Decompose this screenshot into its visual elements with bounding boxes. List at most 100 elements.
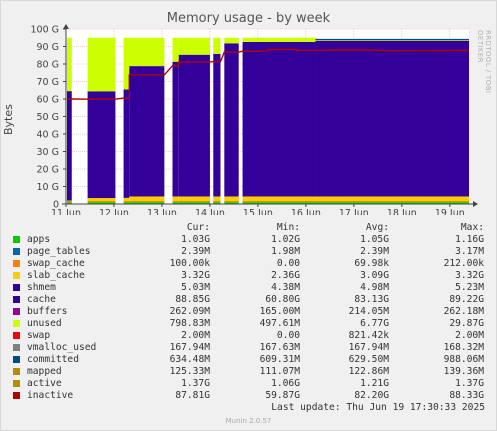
legend-name-swap: swap — [27, 330, 51, 341]
legend-max-buffers: 262.18M — [443, 306, 484, 317]
y-tick-label-1: 10 G — [37, 182, 59, 193]
stacked-areas — [67, 37, 469, 204]
area-slab_cache-7 — [224, 196, 239, 203]
legend-name-swap_cache: swap_cache — [27, 258, 85, 269]
area-active-4 — [172, 201, 179, 203]
chart-title: Memory usage - by week — [166, 11, 331, 26]
legend-header: Cur: Min: Avg: Max: — [12, 222, 490, 234]
legend-swatch-buffers — [13, 308, 20, 315]
legend-max-vmalloc_used: 168.32M — [443, 342, 484, 353]
legend-min-committed: 609.31M — [259, 354, 300, 365]
legend-min-vmalloc_used: 167.63M — [259, 342, 300, 353]
area-cache-3 — [129, 66, 165, 197]
y-tick-label-0: 0 — [53, 200, 59, 211]
legend-cur-vmalloc_used: 167.94M — [169, 342, 210, 353]
y-tick-label-9: 90 G — [37, 42, 59, 53]
legend-min-shmem: 4.38M — [271, 282, 300, 293]
legend-cur-cache: 88.85G — [175, 294, 210, 305]
y-ticks: 0 10 G 20 G 30 G 40 G 50 G 60 G 70 G 80 G 90 G 100… — [30, 25, 66, 211]
legend-name-inactive: inactive — [27, 390, 74, 401]
legend-cur-active: 1.37G — [181, 378, 210, 389]
legend-swatch-swap — [13, 332, 20, 339]
legend-max-slab_cache: 3.32G — [455, 270, 484, 281]
area-active-6 — [213, 201, 221, 203]
area-active-2 — [123, 201, 130, 203]
area-apps-3 — [129, 202, 165, 204]
legend-swatch-inactive — [13, 392, 20, 399]
legend-cur-slab_cache: 3.32G — [181, 270, 210, 281]
legend-row-page_tables: page_tables 2.39M 1.98M 2.39M 3.17M — [12, 246, 490, 258]
x-tick-label-7: 18 Jun — [387, 208, 417, 215]
legend-cur-swap: 2.00M — [181, 330, 210, 341]
legend-max-active: 1.37G — [455, 378, 484, 389]
legend-avg-shmem: 4.98M — [360, 282, 389, 293]
legend-cur-swap_cache: 100.00k — [169, 258, 210, 269]
legend-max-swap: 2.00M — [455, 330, 484, 341]
legend-avg-cache: 83.13G — [354, 294, 389, 305]
legend-swatch-swap_cache — [13, 260, 20, 267]
area-active-8 — [242, 201, 316, 203]
legend-cur-apps: 1.03G — [181, 234, 210, 245]
legend-name-page_tables: page_tables — [27, 246, 91, 257]
area-active-3 — [129, 201, 165, 203]
legend-min-slab_cache: 2.36G — [271, 270, 300, 281]
area-slab_cache-6 — [213, 196, 221, 203]
area-apps-1 — [87, 202, 116, 204]
area-apps-7 — [224, 202, 239, 204]
area-cache-5 — [178, 54, 210, 197]
area-cache-6 — [213, 53, 221, 197]
legend-swatch-slab_cache — [13, 272, 20, 279]
x-tick-label-4: 15 Jun — [243, 208, 273, 215]
legend-swatch-active — [13, 380, 20, 387]
area-slab_cache-5 — [178, 196, 210, 203]
legend-header-min: Min: — [276, 222, 300, 233]
area-apps-5 — [178, 202, 210, 204]
legend-swatch-mapped — [13, 368, 20, 375]
legend-max-apps: 1.16G — [455, 234, 484, 245]
legend-max-unused: 29.87G — [449, 318, 484, 329]
x-tick-label-5: 16 Jun — [291, 208, 321, 215]
x-tick-label-0: 11 Jun — [51, 208, 81, 215]
legend-row-unused: unused 798.83M 497.61M 6.77G 29.87G — [12, 318, 490, 330]
legend-cur-unused: 798.83M — [169, 318, 210, 329]
y-tick-label-10: 100 G — [30, 25, 59, 36]
legend-swatch-unused — [13, 320, 20, 327]
legend-name-unused: unused — [27, 318, 62, 329]
legend-name-slab_cache: slab_cache — [27, 270, 85, 281]
y-tick-label-4: 40 G — [37, 130, 59, 141]
area-unused-7 — [224, 37, 239, 44]
area-slab_cache-2 — [123, 197, 130, 203]
legend-avg-slab_cache: 3.09G — [360, 270, 389, 281]
x-tick-label-2: 13 Jun — [147, 208, 177, 215]
area-cache-7 — [224, 43, 239, 197]
legend-cur-mapped: 125.33M — [169, 366, 210, 377]
legend-row-active: active 1.37G 1.06G 1.21G 1.37G — [12, 378, 490, 390]
legend-max-mapped: 139.36M — [443, 366, 484, 377]
legend-swatch-shmem — [13, 284, 20, 291]
legend-avg-vmalloc_used: 167.94M — [348, 342, 389, 353]
legend-row-swap: swap 2.00M 0.00 821.42k 2.00M — [12, 330, 490, 342]
overlay-lines — [67, 38, 470, 100]
rrdtool-watermark: RRDTOOL / TOBI OETIKER — [476, 30, 492, 94]
area-cache-0 — [67, 91, 72, 201]
area-active-7 — [224, 201, 239, 203]
legend-swatch-vmalloc_used — [13, 344, 20, 351]
legend-max-committed: 988.06M — [443, 354, 484, 365]
area-cache-2 — [123, 89, 130, 198]
area-cache-1 — [87, 91, 116, 199]
area-apps-4 — [172, 202, 179, 204]
area-unused-3 — [129, 37, 165, 67]
legend-avg-page_tables: 2.39M — [360, 246, 389, 257]
area-apps-9 — [315, 202, 469, 204]
legend-table: Cur: Min: Avg: Max: apps 1.03G 1.02G 1.05G 1… — [12, 222, 490, 402]
area-cache-8 — [242, 41, 316, 197]
legend-name-apps: apps — [27, 234, 51, 245]
legend-name-shmem: shmem — [27, 282, 56, 293]
legend-max-page_tables: 3.17M — [455, 246, 484, 257]
legend-row-committed: committed 634.48M 609.31M 629.50M 988.06M — [12, 354, 490, 366]
y-tick-label-5: 50 G — [37, 112, 59, 123]
legend-min-mapped: 111.07M — [259, 366, 300, 377]
legend-avg-swap_cache: 69.98k — [354, 258, 389, 269]
legend-cur-page_tables: 2.39M — [181, 246, 210, 257]
legend-row-mapped: mapped 125.33M 111.07M 122.86M 139.36M — [12, 366, 490, 378]
